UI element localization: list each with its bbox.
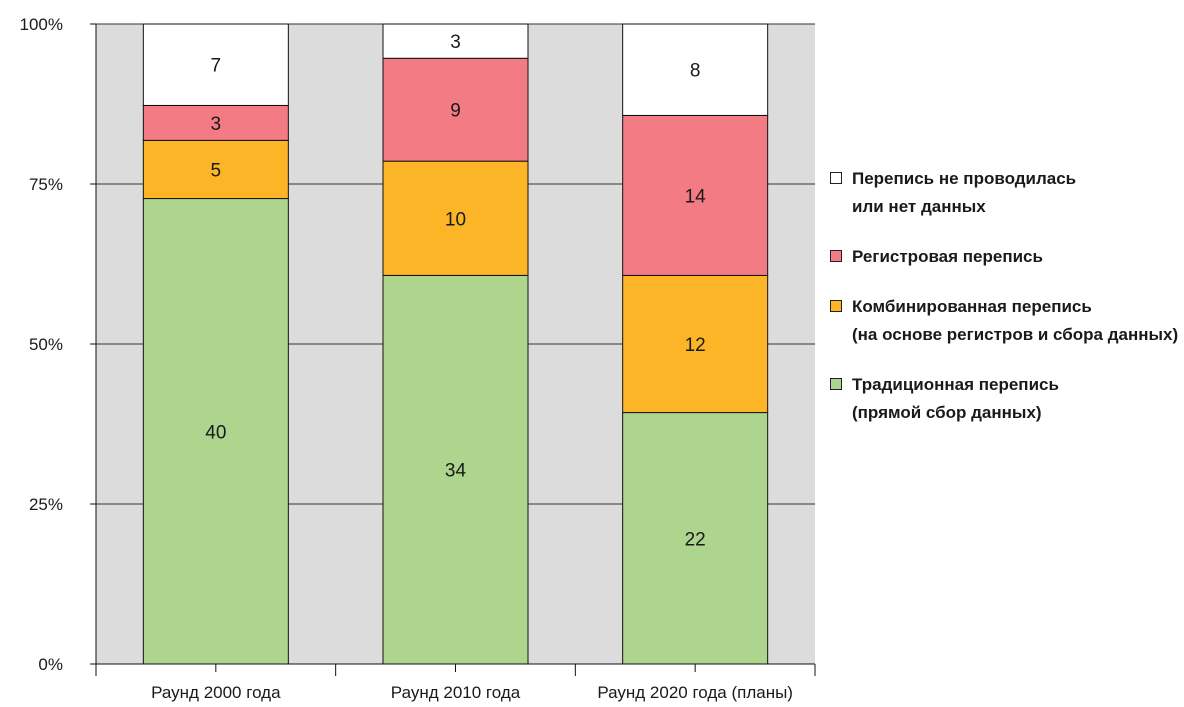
data-label: 12 — [685, 335, 706, 356]
legend-swatch-no-census — [830, 172, 842, 184]
data-label: 7 — [211, 56, 222, 77]
bar-segment — [382, 160, 529, 276]
x-tick-label: Раунд 2000 года — [151, 683, 281, 702]
data-label: 5 — [211, 160, 222, 181]
bar-segment — [622, 23, 769, 116]
legend-item-register: Регистровая перепись — [830, 243, 1180, 271]
legend-item-no-census: Перепись не проводилась или нет данных — [830, 165, 1180, 221]
legend-label-line: (на основе регистров и сбора данных) — [852, 325, 1179, 344]
data-label: 40 — [205, 422, 226, 443]
data-label: 22 — [685, 529, 706, 550]
legend-label-line: Регистровая перепись — [852, 247, 1043, 266]
bar-segment — [382, 57, 529, 162]
chart-legend: Перепись не проводилась или нет данных Р… — [830, 165, 1180, 449]
data-label: 14 — [685, 186, 707, 207]
legend-label-line: Традиционная перепись — [852, 375, 1059, 394]
legend-swatch-traditional — [830, 378, 842, 390]
legend-label-line: Комбинированная перепись — [852, 297, 1092, 316]
x-tick-label: Раунд 2020 года (планы) — [597, 683, 793, 702]
bar-segment — [142, 23, 289, 106]
legend-label-line: (прямой сбор данных) — [852, 403, 1042, 422]
bar-segment — [142, 139, 289, 200]
data-label: 3 — [211, 114, 222, 135]
legend-swatch-register — [830, 250, 842, 262]
y-tick-label: 25% — [29, 495, 63, 514]
data-label: 34 — [445, 461, 467, 482]
data-label: 3 — [450, 32, 461, 53]
legend-label-line: Перепись не проводилась — [852, 169, 1077, 188]
data-label: 8 — [690, 61, 701, 82]
legend-item-traditional: Традиционная перепись (прямой сбор данны… — [830, 371, 1180, 427]
legend-item-combined: Комбинированная перепись (на основе реги… — [830, 293, 1180, 349]
bar-segment — [622, 412, 769, 665]
data-label: 9 — [450, 101, 461, 122]
x-tick-label: Раунд 2010 года — [391, 683, 521, 702]
bar-segment — [622, 114, 769, 276]
data-label: 10 — [445, 209, 466, 230]
y-tick-label: 75% — [29, 175, 63, 194]
bar-segment — [622, 274, 769, 414]
bar-segment — [382, 274, 529, 665]
y-tick-label: 50% — [29, 335, 63, 354]
legend-label-line: или нет данных — [852, 197, 986, 216]
bar-segment — [382, 23, 529, 59]
y-tick-label: 0% — [38, 655, 63, 674]
y-tick-label: 100% — [20, 15, 63, 34]
legend-swatch-combined — [830, 300, 842, 312]
